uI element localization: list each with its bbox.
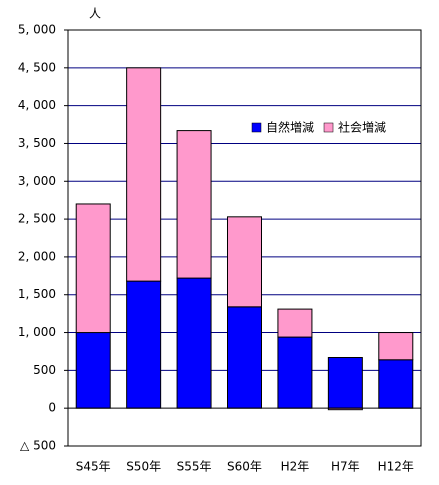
y-tick-label: 4, 000 (18, 98, 56, 112)
x-tick-label: S55年 (177, 460, 212, 474)
y-tick-label: 3, 000 (18, 174, 56, 188)
legend-label: 自然増減 (266, 120, 314, 135)
bar (378, 359, 414, 409)
bar (176, 130, 212, 279)
bar (227, 216, 262, 308)
x-tick-label: H12年 (378, 460, 414, 474)
bar (277, 308, 313, 338)
bar (75, 203, 111, 334)
bar (227, 306, 262, 409)
y-tick-label: △ 500 (20, 439, 56, 453)
y-unit: 人 (89, 7, 101, 21)
y-tick-label: 500 (33, 363, 56, 377)
legend-label: 社会増減 (338, 120, 386, 135)
x-tick-label: H2年 (281, 460, 310, 474)
y-tick-label: 2, 500 (18, 212, 56, 226)
y-tick-label: 0 (48, 401, 56, 415)
y-tick-label: 2, 000 (18, 249, 56, 263)
x-tick-label: H7年 (331, 460, 360, 474)
y-tick-label: 5, 000 (18, 23, 56, 37)
bar (126, 67, 162, 282)
x-tick-label: S45年 (76, 460, 111, 474)
bar (126, 280, 162, 409)
y-tick-label: 1, 000 (18, 325, 56, 339)
x-tick-label: S60年 (227, 460, 262, 474)
legend-swatch (323, 122, 334, 133)
plot-border (67, 29, 422, 447)
x-tick-label: S50年 (126, 460, 161, 474)
bar (75, 332, 111, 409)
y-tick-label: 4, 500 (18, 60, 56, 74)
bar (176, 277, 212, 409)
legend-swatch (251, 122, 262, 133)
bar (327, 357, 363, 409)
bar (277, 336, 313, 409)
y-tick-label: 1, 500 (18, 287, 56, 301)
bar (378, 332, 414, 361)
y-tick-label: 3, 500 (18, 136, 56, 150)
